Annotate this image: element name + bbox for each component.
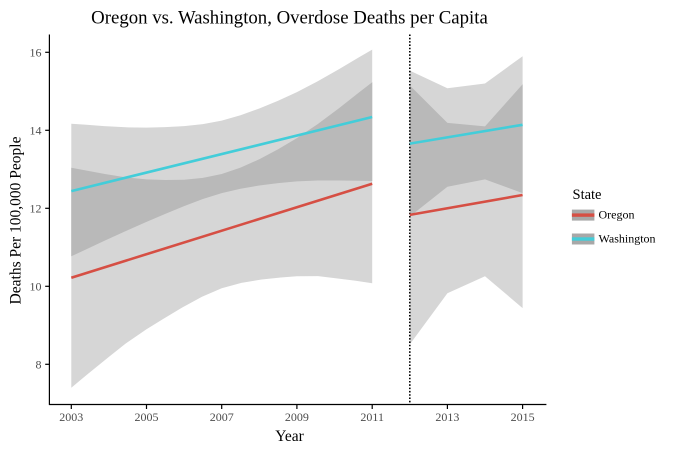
svg-text:Deaths Per 100,000 People: Deaths Per 100,000 People bbox=[8, 136, 25, 304]
svg-text:2011: 2011 bbox=[360, 410, 384, 424]
svg-text:8: 8 bbox=[36, 357, 42, 371]
svg-text:2013: 2013 bbox=[435, 410, 459, 424]
svg-text:10: 10 bbox=[30, 279, 42, 293]
svg-text:2003: 2003 bbox=[59, 410, 83, 424]
svg-text:2015: 2015 bbox=[511, 410, 535, 424]
svg-text:Year: Year bbox=[275, 428, 304, 445]
svg-text:Oregon vs. Washington, Overdos: Oregon vs. Washington, Overdose Deaths p… bbox=[91, 7, 488, 28]
svg-text:2005: 2005 bbox=[135, 410, 159, 424]
svg-text:2007: 2007 bbox=[210, 410, 234, 424]
svg-text:2009: 2009 bbox=[285, 410, 309, 424]
svg-text:14: 14 bbox=[30, 123, 42, 137]
svg-text:Oregon: Oregon bbox=[599, 207, 635, 221]
svg-text:16: 16 bbox=[30, 45, 42, 59]
svg-text:Washington: Washington bbox=[599, 232, 656, 246]
svg-text:State: State bbox=[573, 187, 602, 203]
svg-text:12: 12 bbox=[30, 201, 42, 215]
